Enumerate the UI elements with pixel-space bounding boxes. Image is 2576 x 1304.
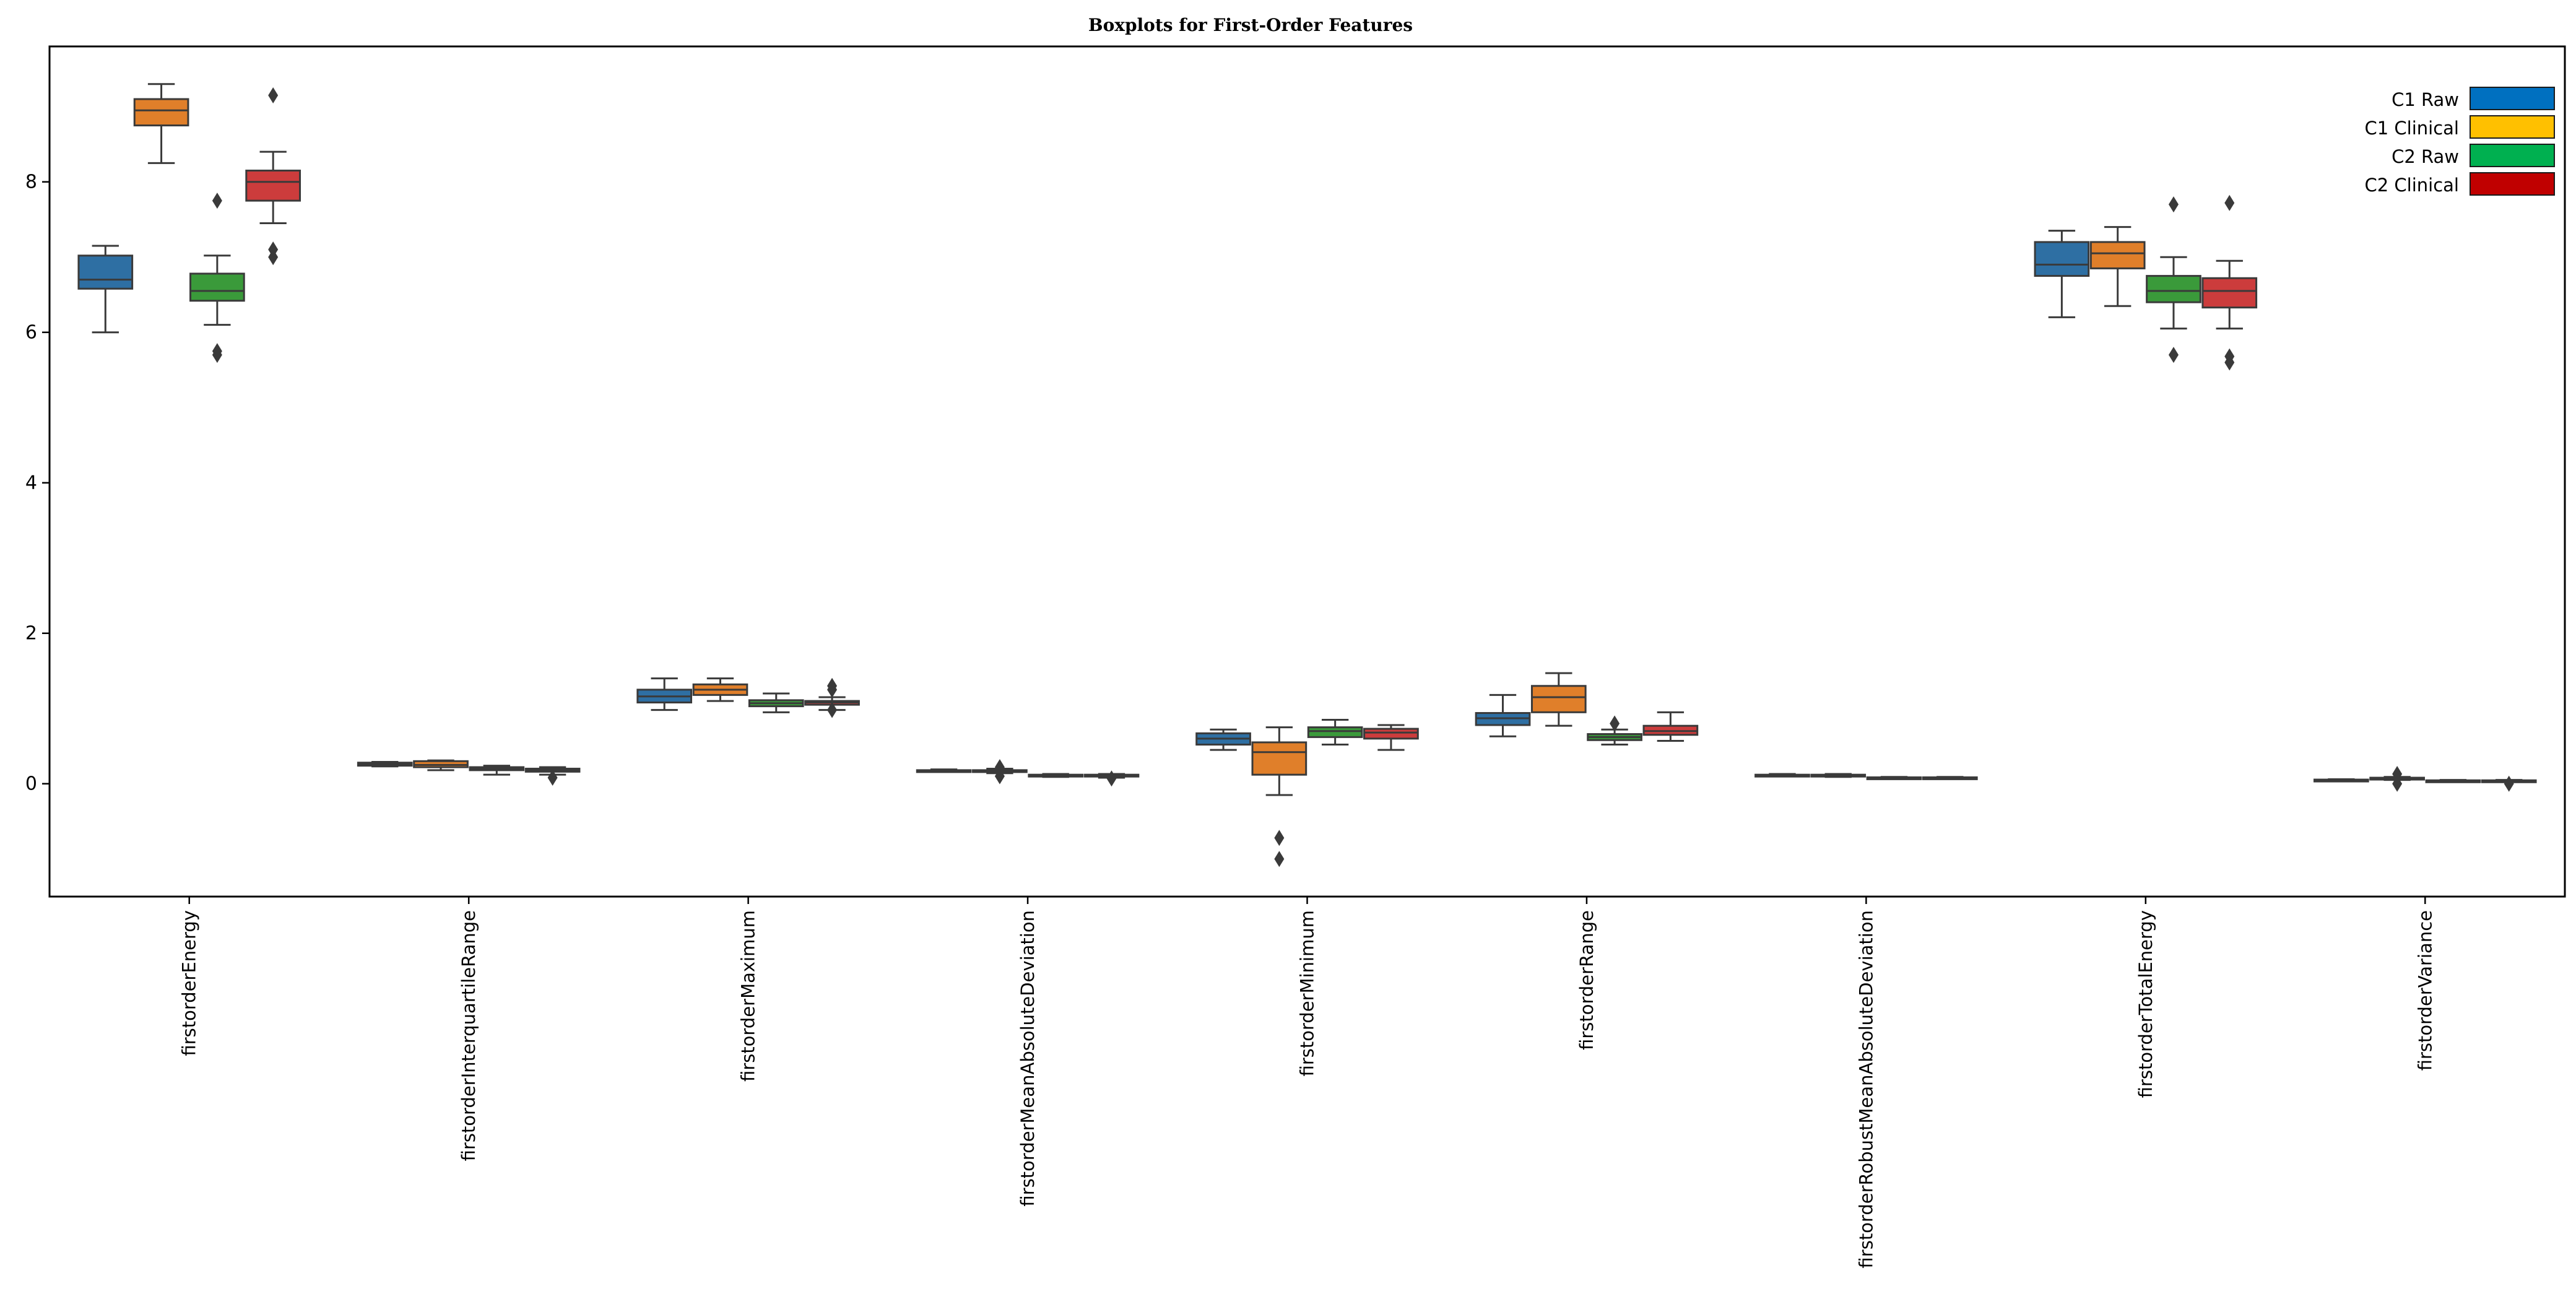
box-group-c2-clinical-firstorderrobustmeanabsolutedeviation [1922,776,1978,780]
outlier-c1-clinical-firstordermeanabsolutedeviation-1 [994,759,1005,776]
legend-swatch-c2-clinical [2470,172,2555,196]
outlier-c1-clinical-firstordermeanabsolutedeviation-0 [994,768,1005,785]
box-group-c1-clinical-firstorderminimum [1251,726,1308,867]
box-c2-raw-firstorderminimum [1307,726,1363,738]
outlier-c2-clinical-firstordermeanabsolutedeviation-0 [1106,770,1117,787]
box-c1-raw-firstorderenergy [77,254,134,290]
legend-swatch-c1-clinical [2470,115,2555,139]
y-tick-label-8: 8 [25,172,37,193]
box-group-c1-raw-firstorderrobustmeanabsolutedeviation [1754,773,1810,778]
y-tick-label-2: 2 [25,623,37,645]
box-group-c1-clinical-firstorderenergy [133,83,189,164]
box-group-c1-clinical-firstordervariance [2369,765,2425,792]
box-group-c2-raw-firstorderenergy [189,193,245,363]
box-group-c1-clinical-firstorderrange [1530,672,1587,727]
box-group-c2-clinical-firstordermeanabsolutedeviation [1083,770,1140,787]
legend: C1 Raw C1 Clinical C2 Raw C2 Clinical [2365,87,2555,196]
legend-label-c2-clinical: C2 Clinical [2365,175,2460,196]
box-group-c2-clinical-firstordervariance [2481,775,2537,792]
box-group-c2-raw-firstordermeanabsolutedeviation [1028,773,1084,778]
x-tick-label-firstorderrobustmeanabsolutedeviation: firstorderRobustMeanAbsoluteDeviation [1855,910,1876,1268]
outlier-c2-raw-firstordertotalenergy-1 [2168,347,2179,363]
box-group-c1-raw-firstorderenergy [77,245,134,334]
x-tick-label-firstorderenergy: firstorderEnergy [179,910,200,1056]
box-group-c2-clinical-firstorderminimum [1363,724,1419,751]
legend-label-c2-raw: C2 Raw [2392,146,2459,167]
outlier-c2-clinical-firstordertotalenergy-0 [2224,194,2235,211]
box-group-c1-clinical-firstorderinterquartilerange [413,759,469,772]
box-group-c2-clinical-firstorderinterquartilerange [524,766,581,786]
plot-area [77,83,2537,867]
outlier-c2-raw-firstorderrange-0 [1610,715,1620,732]
box-c1-clinical-firstorderminimum [1251,741,1308,776]
box-group-c1-clinical-firstordermaximum [692,677,748,702]
box-group-c2-raw-firstorderrobustmeanabsolutedeviation [1866,776,1922,780]
box-group-c2-clinical-firstordermaximum [804,677,860,718]
y-tick-label-4: 4 [25,472,37,494]
box-c1-clinical-firstorderrange [1530,685,1587,713]
box-c2-clinical-firstorderenergy [245,169,301,202]
outlier-c2-raw-firstorderenergy-2 [212,347,222,363]
legend-swatch-c2-raw [2470,144,2555,167]
x-tick-label-firstordertotalenergy: firstorderTotalEnergy [2135,910,2156,1098]
box-group-c2-clinical-firstorderrange [1642,711,1699,742]
outlier-c2-raw-firstordertotalenergy-0 [2168,196,2179,213]
box-c2-raw-firstordertotalenergy [2146,275,2201,303]
outlier-c2-raw-firstorderenergy-0 [212,193,222,209]
box-group-c2-raw-firstorderinterquartilerange [469,765,525,776]
outlier-c2-clinical-firstordertotalenergy-2 [2224,354,2235,371]
box-c2-clinical-firstordertotalenergy [2201,277,2258,309]
outlier-c2-clinical-firstorderinterquartilerange-0 [547,770,558,786]
x-axis: firstorderEnergy firstorderInterquartileR… [179,897,2435,1268]
box-c1-raw-firstordertotalenergy [2034,241,2090,277]
box-group-c1-clinical-firstorderrobustmeanabsolutedeviation [1810,773,1867,778]
box-group-c2-clinical-firstordertotalenergy [2201,194,2258,371]
x-tick-label-firstorderinterquartilerange: firstorderInterquartileRange [458,910,479,1161]
outlier-c1-clinical-firstorderminimum-1 [1274,851,1285,867]
box-group-c1-raw-firstordermaximum [636,677,693,711]
x-tick-label-firstorderrange: firstorderRange [1576,910,1597,1050]
outlier-c2-clinical-firstordervariance-0 [2504,775,2514,792]
box-c1-clinical-firstorderenergy [133,98,189,127]
box-group-c2-raw-firstorderminimum [1307,718,1363,746]
box-c1-clinical-firstordertotalenergy [2089,241,2146,269]
y-axis: 0 2 4 6 8 [25,172,50,795]
box-group-c2-clinical-firstorderenergy [245,87,301,266]
outlier-c2-clinical-firstorderenergy-2 [268,249,279,266]
box-group-c1-raw-firstordertotalenergy [2034,230,2090,318]
box-group-c1-raw-firstorderrange [1475,693,1531,737]
box-group-c2-raw-firstordermaximum [748,692,804,713]
outlier-c2-clinical-firstordermaximum-2 [827,702,838,718]
outlier-c1-clinical-firstordervariance-0 [2392,775,2403,792]
chart-title: Boxplots for First-Order Features [1088,15,1413,35]
box-group-c1-clinical-firstordertotalenergy [2089,226,2146,307]
legend-label-c1-clinical: C1 Clinical [2365,118,2460,139]
box-group-c1-raw-firstorderminimum [1195,728,1251,751]
box-group-c2-raw-firstordertotalenergy [2146,196,2201,363]
box-group-c2-raw-firstordervariance [2425,779,2481,783]
outlier-c2-clinical-firstordermaximum-1 [827,681,838,698]
box-group-c1-raw-firstordervariance [2314,778,2369,783]
box-group-c1-raw-firstordermeanabsolutedeviation [916,768,972,773]
x-tick-label-firstorderminimum: firstorderMinimum [1297,910,1318,1076]
x-tick-label-firstordervariance: firstorderVariance [2414,910,2435,1071]
outlier-c1-clinical-firstorderminimum-0 [1274,830,1285,846]
box-group-c1-raw-firstorderinterquartilerange [357,761,413,768]
x-tick-label-firstordermaximum: firstorderMaximum [738,910,759,1082]
box-group-c1-clinical-firstordermeanabsolutedeviation [972,759,1028,785]
outlier-c1-clinical-firstordervariance-1 [2392,765,2403,782]
box-group-c2-raw-firstorderrange [1587,715,1642,746]
legend-swatch-c1-raw [2470,87,2555,110]
legend-label-c1-raw: C1 Raw [2392,89,2459,110]
outlier-c2-clinical-firstorderenergy-0 [268,87,279,103]
box-c2-clinical-firstorderminimum [1363,728,1419,740]
x-tick-label-firstordermeanabsolutedeviation: firstorderMeanAbsoluteDeviation [1017,910,1038,1206]
y-tick-label-6: 6 [25,322,37,344]
y-tick-label-0: 0 [25,773,37,795]
box-c2-raw-firstorderenergy [189,272,245,302]
